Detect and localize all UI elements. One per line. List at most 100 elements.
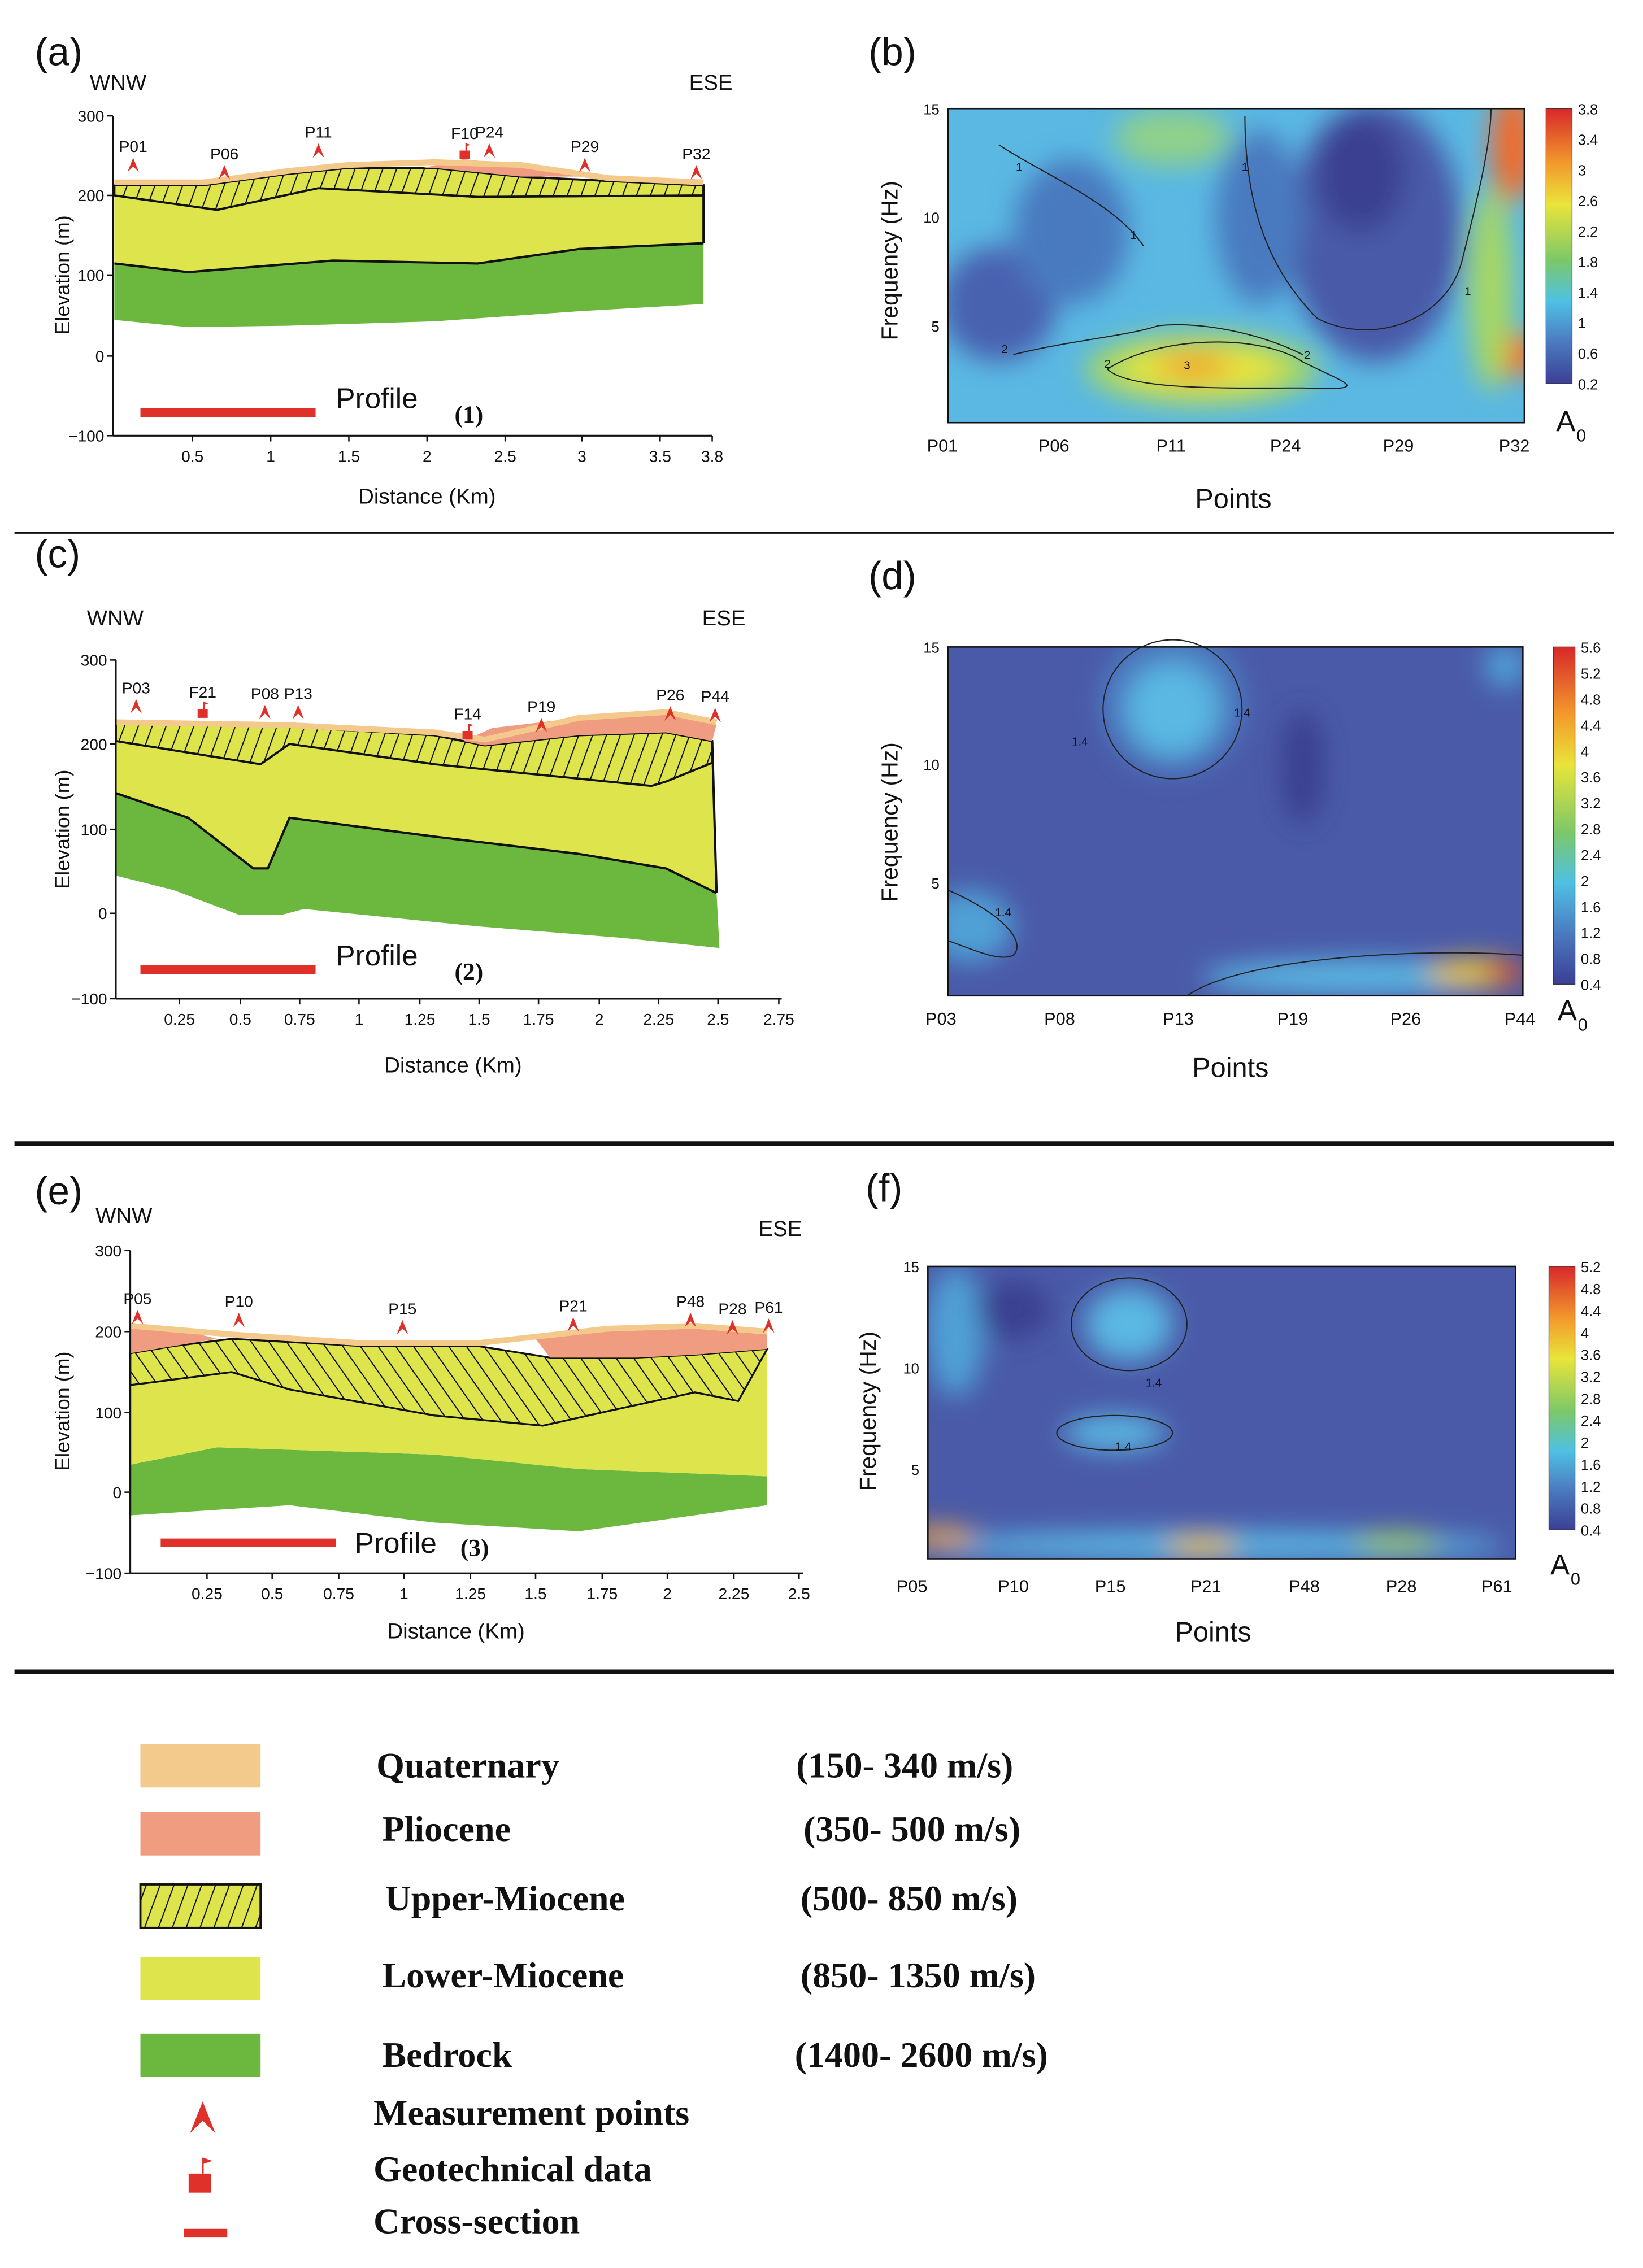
colorbar-tick-label: 5.2	[1581, 667, 1601, 682]
x-tick-label: 0.75	[323, 1584, 354, 1603]
x-tick-label: 0.5	[229, 1010, 251, 1028]
measurement-point-icon	[130, 699, 142, 714]
legend-velocity-range: (850- 1350 m/s)	[801, 1955, 1036, 1995]
contour-label: 1.4	[1072, 735, 1088, 748]
measurement-point-icon	[709, 707, 721, 722]
x-tick-label: 1.25	[405, 1010, 436, 1028]
y-tick-label: 100	[77, 266, 104, 284]
colorbar-tick-label: 4.4	[1581, 718, 1601, 734]
y-axis-label: Elevation (m)	[51, 215, 74, 334]
x-axis-label: Distance (Km)	[358, 485, 495, 509]
amplitude-unit-subscript: 0	[1571, 1569, 1580, 1589]
colorbar-tick-label: 1.4	[1578, 285, 1598, 301]
profile-label: Profile	[336, 939, 418, 972]
colorbar-tick-label: 3	[1578, 163, 1586, 179]
colorbar-d	[1553, 646, 1576, 985]
x-tick-label: P15	[1095, 1576, 1126, 1596]
measurement-point-icon	[664, 706, 676, 721]
bedrock-layer	[114, 243, 704, 328]
x-axis-label: Distance (Km)	[384, 1054, 521, 1078]
legend-symbol-label: Measurement points	[373, 2092, 689, 2132]
amplitude-unit-label: A	[1556, 406, 1576, 438]
contour-label: 1.4	[995, 906, 1011, 919]
quaternary-layer	[115, 709, 718, 743]
colorbar-tick-label: 0.2	[1578, 377, 1598, 393]
colorbar-tick-label: 4.4	[1581, 1304, 1601, 1320]
point-label: P08	[251, 685, 279, 703]
colorbar-tick-label: 4.8	[1581, 1282, 1601, 1298]
upper-miocene-layer	[129, 1338, 769, 1427]
colorbar-tick-label: 3.6	[1581, 770, 1601, 786]
direction-label-east: ESE	[689, 71, 733, 95]
colorbar-tick-label: 1.2	[1581, 1479, 1601, 1495]
colorbar-tick-label: 0.8	[1581, 952, 1601, 968]
y-tick-label: 0	[98, 904, 107, 922]
x-tick-label: 2	[423, 447, 432, 465]
point-label: F14	[454, 704, 481, 722]
x-tick-label: 2.5	[788, 1584, 810, 1603]
y-tick-label: 200	[77, 186, 104, 204]
point-label: P03	[122, 678, 150, 696]
measurement-point-icon	[483, 143, 495, 158]
direction-label-west: WNW	[95, 1204, 153, 1228]
legend-symbol-label: Geotechnical data	[373, 2149, 652, 2189]
y-axis-label: Frequency (Hz)	[877, 181, 903, 340]
x-tick-label: P01	[927, 436, 958, 455]
x-tick-label: 0.25	[192, 1584, 223, 1603]
point-label: P06	[210, 145, 238, 163]
x-tick-label: P11	[1157, 436, 1186, 455]
panel-label: (b)	[868, 29, 916, 73]
pliocene-layer	[463, 715, 717, 746]
contour-label: 1.4	[1146, 1377, 1162, 1390]
legend-item	[140, 1957, 261, 2000]
profile-number: (3)	[460, 1534, 489, 1561]
bedrock-layer	[130, 1447, 767, 1531]
y-tick-label: 100	[95, 1404, 121, 1422]
y-tick-label: −100	[86, 1564, 121, 1582]
colorbar-tick-label: 2.4	[1581, 848, 1601, 864]
x-tick-label: 3	[577, 447, 586, 465]
legend-item	[139, 1883, 262, 1929]
colorbar-tick-label: 0.6	[1578, 346, 1598, 362]
y-tick-label: 300	[81, 651, 107, 669]
profile-number: (2)	[455, 959, 484, 986]
y-tick-label: 5	[932, 876, 940, 892]
legend-unit-name: Lower-Miocene	[382, 1955, 624, 1995]
y-tick-label: 5	[932, 319, 940, 335]
x-tick-label: P32	[1499, 436, 1530, 455]
panel-label: (a)	[34, 29, 82, 73]
y-tick-label: −100	[68, 427, 104, 445]
colorbar-tick-label: 4	[1581, 744, 1589, 760]
legend-velocity-range: (350- 500 m/s)	[803, 1809, 1020, 1849]
point-label: P44	[701, 687, 729, 706]
amplitude-unit-subscript: 0	[1576, 426, 1586, 446]
legend-swatch	[140, 2033, 261, 2077]
x-tick-label: P44	[1505, 1009, 1536, 1029]
y-tick-label: 10	[923, 758, 939, 773]
y-tick-label: 5	[911, 1462, 919, 1478]
measurement-point-icon	[684, 1312, 697, 1327]
x-tick-label: 1.25	[455, 1584, 486, 1603]
y-tick-label: 0	[95, 347, 105, 365]
bedrock-layer	[115, 793, 720, 948]
x-axis-label: Points	[1192, 1052, 1268, 1083]
colorbar-tick-label: 2.8	[1581, 822, 1601, 838]
pliocene-layer	[130, 1329, 767, 1358]
contour-label: 1	[1242, 160, 1248, 173]
colorbar-b	[1545, 108, 1573, 384]
colorbar-tick-label: 2	[1581, 1435, 1589, 1451]
y-tick-label: 10	[903, 1361, 919, 1377]
y-tick-label: −100	[71, 990, 107, 1008]
contour-label: 2	[1304, 349, 1310, 362]
y-tick-label: 15	[923, 641, 939, 656]
y-tick-label: 300	[95, 1242, 121, 1260]
point-label: P24	[475, 123, 503, 141]
point-label: P10	[225, 1292, 253, 1311]
x-tick-label: P10	[998, 1576, 1029, 1596]
colorbar-tick-label: 1.6	[1581, 900, 1601, 916]
x-tick-label: P24	[1270, 436, 1301, 455]
contour-label: 2	[1001, 343, 1007, 356]
profile-label: Profile	[355, 1527, 437, 1559]
x-tick-label: 1.75	[523, 1010, 554, 1028]
point-label: P01	[119, 137, 147, 155]
